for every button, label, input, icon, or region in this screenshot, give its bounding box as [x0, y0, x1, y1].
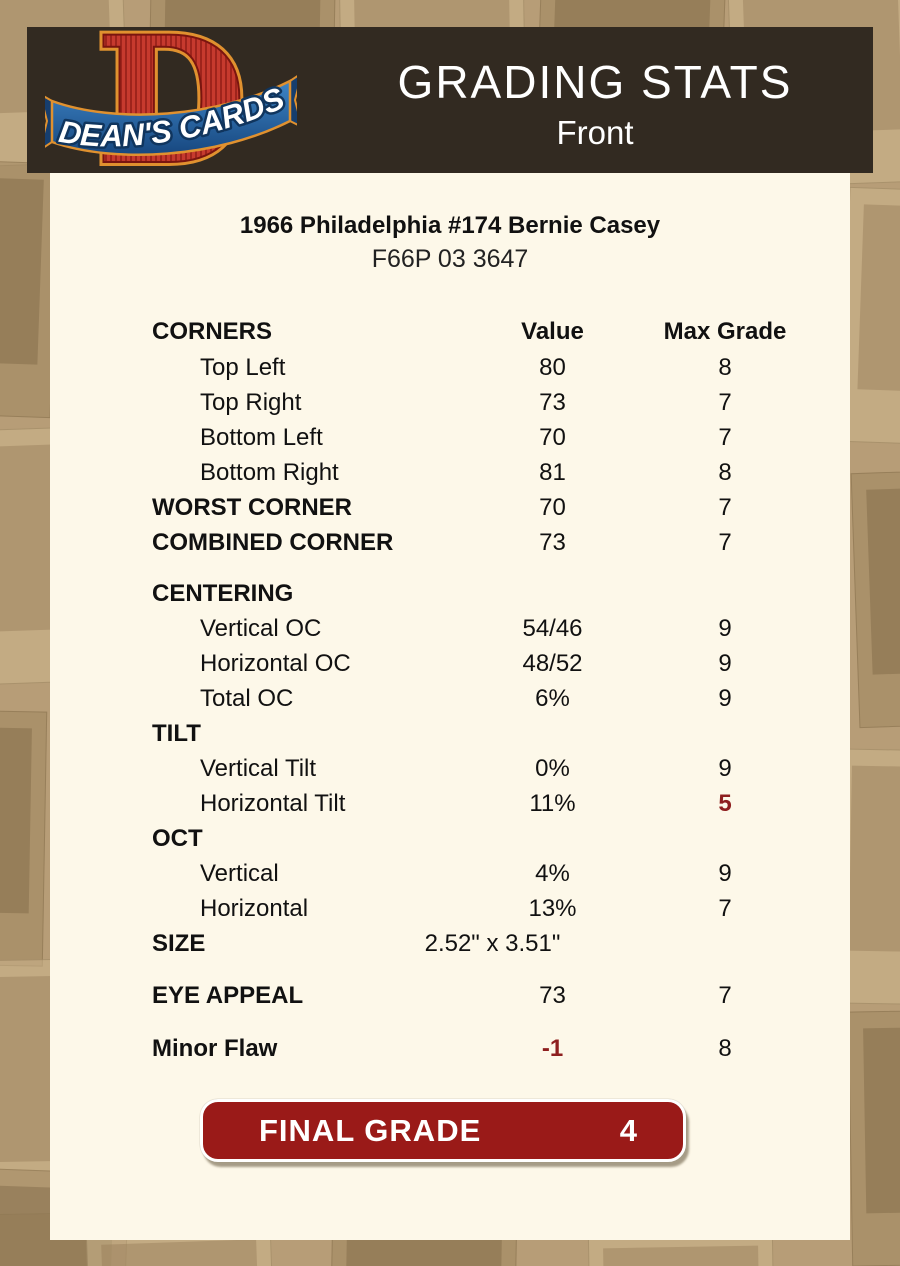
row-value: 4% — [535, 860, 570, 887]
row-value-alert: -1 — [541, 1035, 564, 1062]
row-max-grade: 9 — [718, 615, 732, 642]
table-row-total-oc: Total OC 6% 9 — [50, 681, 850, 716]
row-value: 0% — [535, 755, 570, 782]
row-label: Vertical — [200, 860, 279, 887]
table-row-vertical-tilt: Vertical Tilt 0% 9 — [50, 751, 850, 786]
row-label: Minor Flaw — [152, 1035, 278, 1062]
deans-cards-logo: D D D DEAN'S CARDS DEAN'S CARDS — [27, 27, 317, 173]
row-value: 48/52 — [522, 650, 583, 677]
page-subtitle: Front — [556, 114, 634, 151]
row-max-grade: 7 — [718, 494, 732, 521]
bg-card — [847, 1008, 900, 1266]
row-value: 11% — [529, 790, 576, 817]
table-row-vertical-oc: Vertical OC 54/46 9 — [50, 611, 850, 646]
row-max-grade: 7 — [718, 389, 732, 416]
section-label: OCT — [152, 825, 203, 852]
row-label: Bottom Left — [200, 424, 323, 451]
row-max-grade: 7 — [718, 424, 732, 451]
final-grade-value: 4 — [619, 1112, 637, 1148]
card-title: 1966 Philadelphia #174 Bernie Casey — [239, 212, 661, 239]
section-row-centering: CENTERING — [50, 576, 850, 611]
row-value: 70 — [539, 424, 566, 451]
row-max-grade-alert: 5 — [718, 790, 732, 817]
column-header-section: CORNERS — [152, 318, 273, 345]
row-label: WORST CORNER — [152, 494, 352, 521]
row-value: 54/46 — [522, 615, 583, 642]
row-value: 80 — [539, 354, 566, 381]
row-max-grade: 9 — [718, 755, 732, 782]
row-label: EYE APPEAL — [152, 982, 304, 1009]
table-row-top-right: Top Right 73 7 — [50, 385, 850, 420]
row-value: 73 — [539, 389, 566, 416]
table-row-worst-corner: WORST CORNER 70 7 — [50, 490, 850, 525]
grading-table: CORNERS Value Max Grade Top Left 80 8 To… — [50, 313, 850, 1066]
row-label: COMBINED CORNER — [152, 529, 394, 556]
deans-cards-logo-icon: D D D DEAN'S CARDS DEAN'S CARDS — [45, 30, 297, 170]
grading-panel: 1966 Philadelphia #174 Bernie Casey F66P… — [50, 173, 850, 1240]
row-max-grade: 7 — [718, 895, 732, 922]
table-row-eye-appeal: EYE APPEAL 73 7 — [50, 978, 850, 1013]
table-row-combined-corner: COMBINED CORNER 73 7 — [50, 525, 850, 560]
table-row-oct-vertical: Vertical 4% 9 — [50, 856, 850, 891]
bg-card — [850, 466, 900, 729]
table-row-top-left: Top Left 80 8 — [50, 350, 850, 385]
card-serial-number: F66P 03 3647 — [371, 245, 529, 273]
row-label: Horizontal — [200, 895, 309, 922]
section-row-oct: OCT — [50, 821, 850, 856]
table-row-bottom-left: Bottom Left 70 7 — [50, 420, 850, 455]
row-label: Vertical Tilt — [200, 755, 317, 782]
final-grade-label: FINAL GRADE — [259, 1112, 482, 1148]
column-header-value: Value — [521, 318, 584, 345]
table-row-minor-flaw: Minor Flaw -1 8 — [50, 1031, 850, 1066]
final-grade-button[interactable]: FINAL GRADE 4 — [200, 1099, 686, 1162]
table-row-oct-horizontal: Horizontal 13% 7 — [50, 891, 850, 926]
row-max-grade: 9 — [718, 650, 732, 677]
table-row-horizontal-tilt: Horizontal Tilt 11% 5 — [50, 786, 850, 821]
row-max-grade: 9 — [718, 860, 732, 887]
row-value: 73 — [539, 529, 566, 556]
column-header-max-grade: Max Grade — [663, 318, 787, 345]
row-value: 6% — [535, 685, 570, 712]
table-row-bottom-right: Bottom Right 81 8 — [50, 455, 850, 490]
row-label: Horizontal Tilt — [200, 790, 346, 817]
section-label: TILT — [152, 720, 201, 747]
row-value: 2.52" x 3.51" — [424, 930, 561, 957]
header-bar: D D D DEAN'S CARDS DEAN'S CARDS GRADING … — [27, 27, 873, 173]
row-label: SIZE — [152, 930, 206, 957]
row-max-grade: 7 — [718, 529, 732, 556]
row-label: Vertical OC — [200, 615, 322, 642]
page-title: GRADING STATS — [397, 56, 793, 108]
table-row-horizontal-oc: Horizontal OC 48/52 9 — [50, 646, 850, 681]
row-value: 73 — [539, 982, 566, 1009]
row-max-grade: 9 — [718, 685, 732, 712]
row-label: Top Right — [200, 389, 302, 416]
row-label: Bottom Right — [200, 459, 339, 486]
bg-card — [0, 708, 48, 967]
row-value: 81 — [539, 459, 566, 486]
header-text-block: GRADING STATS Front — [317, 27, 873, 173]
row-max-grade: 7 — [718, 982, 732, 1009]
row-value: 13% — [528, 895, 577, 922]
row-max-grade: 8 — [718, 1035, 732, 1062]
row-value: 70 — [539, 494, 566, 521]
row-label: Horizontal OC — [200, 650, 351, 677]
row-label: Total OC — [200, 685, 294, 712]
table-header-row: CORNERS Value Max Grade — [50, 313, 850, 350]
section-row-tilt: TILT — [50, 716, 850, 751]
row-max-grade: 8 — [718, 459, 732, 486]
row-label: Top Left — [200, 354, 286, 381]
table-row-size: SIZE 2.52" x 3.51" — [50, 926, 850, 961]
section-label: CENTERING — [152, 580, 294, 607]
row-max-grade: 8 — [718, 354, 732, 381]
